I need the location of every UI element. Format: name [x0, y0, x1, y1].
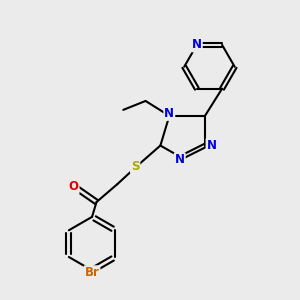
- Text: S: S: [131, 160, 140, 173]
- Text: Br: Br: [85, 266, 100, 279]
- Text: N: N: [206, 139, 217, 152]
- Text: N: N: [175, 153, 185, 166]
- Text: O: O: [69, 180, 79, 194]
- Text: N: N: [192, 38, 202, 51]
- Text: N: N: [164, 107, 174, 120]
